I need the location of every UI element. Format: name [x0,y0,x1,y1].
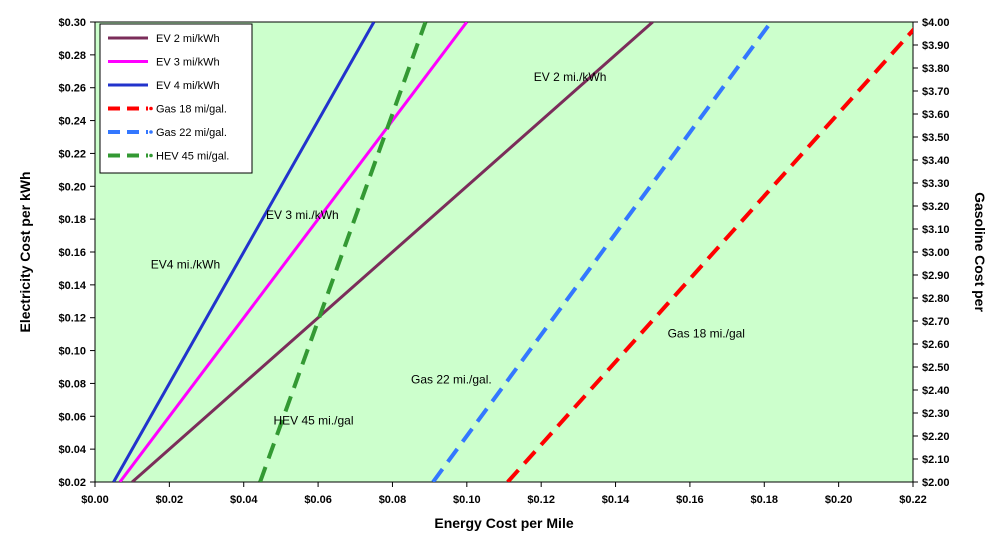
series-lines [112,22,913,482]
y2-tick-label: $2.00 [922,477,950,489]
legend-swatch-dot [149,153,153,158]
x-tick-label: $0.12 [527,494,555,506]
legend-swatch-dot [149,130,153,134]
inline-annotations: EV 2 mi./kWh EV 3 mi./kWh EV4 mi./kWh Gas 1… [151,70,745,427]
y-tick-label: $0.04 [58,444,86,456]
legend-box [99,23,253,174]
y-tick-label: $0.30 [58,17,86,29]
series-line-ev-4-mi-kwh [112,22,376,482]
y-tick-label: $0.08 [58,378,86,390]
x-tick-label: $0.10 [453,494,481,506]
y2-tick-label: $2.80 [922,293,950,305]
y-tick-label: $0.26 [58,83,86,95]
y2-tick-label: $3.80 [922,63,950,75]
legend-label-gas-22-mi-gal: Gas 22 mi/gal. [156,127,227,139]
y-tick-label: $0.10 [58,346,86,358]
y2-tick-label: $3.20 [922,201,950,213]
y-tick-label: $0.14 [58,280,86,292]
x-tick-label: $0.20 [825,494,853,506]
y2-tick-label: $2.50 [922,362,950,374]
x-tick-label: $0.02 [156,494,184,506]
y2-tick-label: $3.30 [922,178,950,190]
y2-axis-title: Gasoline Cost per [972,192,988,312]
y2-tick-label: $3.40 [922,155,950,167]
legend-swatch-dot [149,106,153,111]
legend-label-gas-18-mi-gal: Gas 18 mi/gal. [156,104,227,116]
y-tick-label: $0.24 [58,116,86,128]
x-tick-label: $0.18 [751,494,779,506]
y-tick-label: $0.06 [58,411,86,423]
annotation-ev-3-mi-kwh: EV 3 mi./kWh [266,208,339,222]
y-tick-label: $0.02 [58,477,86,489]
legend: EV 2 mi/kWh EV 3 mi/kWh EV 4 mi/kWh Gas 18 … [99,23,253,174]
y-tick-label: $0.28 [58,50,86,62]
series-line-hev-45-mi-gal [258,22,428,482]
legend-label-ev-2-mi-kwh: EV 2 mi/kWh [156,33,220,45]
x-tick-label: $0.16 [676,494,704,506]
legend-label-hev-45-mi-gal: HEV 45 mi/gal. [156,151,229,163]
y-tick-label: $0.16 [58,247,86,259]
y2-tick-label: $2.60 [922,339,950,351]
x-tick-label: $0.06 [304,494,332,506]
y2-tick-label: $2.10 [922,454,950,466]
y-tick-label: $0.18 [58,214,86,226]
y-tick-label: $0.20 [58,181,86,193]
y2-tick-label: $2.90 [922,270,950,282]
y2-tick-label: $3.10 [922,224,950,236]
series-line-ev-3-mi-kwh [118,22,468,482]
y2-tick-label: $3.70 [922,86,950,98]
y-tick-label: $0.22 [58,148,86,160]
y2-tick-label: $4.00 [922,17,950,29]
y2-tick-label: $2.30 [922,408,950,420]
series-line-ev-2-mi-kwh [131,22,654,482]
annotation-ev-2-mi-kwh: EV 2 mi./kWh [534,70,607,84]
y2-tick-label: $3.50 [922,132,950,144]
y2-tick-label: $3.90 [922,40,950,52]
legend-label-ev-3-mi-kwh: EV 3 mi/kWh [156,57,220,69]
x-tick-label: $0.22 [899,494,927,506]
annotation-hev-45-mi-gal: HEV 45 mi./gal [273,414,353,428]
y2-axis-ticks: $2.00 $2.10 $2.20 $2.30 $2.40 $2.50 $2.60 $2.70… [913,17,950,489]
y2-tick-label: $2.40 [922,385,950,397]
x-tick-label: $0.08 [379,494,407,506]
legend-label-ev-4-mi-kwh: EV 4 mi/kWh [156,80,220,92]
x-axis-title: Energy Cost per Mile [434,515,573,531]
y-axis-ticks: $0.02 $0.04 $0.06 $0.08 $0.10 $0.12 $0.14 $0.16… [58,17,95,489]
annotation-gas-22-mi-gal: Gas 22 mi./gal. [411,372,492,386]
y-tick-label: $0.12 [58,313,86,325]
y2-tick-label: $2.70 [922,316,950,328]
x-axis-ticks: $0.00 $0.02 $0.04 $0.06 $0.08 $0.10 $0.12 $0.14… [81,482,927,506]
x-tick-label: $0.04 [230,494,258,506]
series-line-gas-18-mi-gal [506,27,913,482]
y2-tick-label: $2.20 [922,431,950,443]
series-line-gas-22-mi-gal [431,22,773,482]
y2-tick-label: $3.60 [922,109,950,121]
annotation-gas-18-mi-gal: Gas 18 mi./gal [668,326,745,340]
x-tick-label: $0.00 [81,494,109,506]
annotation-ev4-mi-kwh: EV4 mi./kWh [151,257,220,271]
y2-tick-label: $3.00 [922,247,950,259]
y-axis-title: Electricity Cost per kWh [17,171,33,332]
x-tick-label: $0.14 [602,494,630,506]
